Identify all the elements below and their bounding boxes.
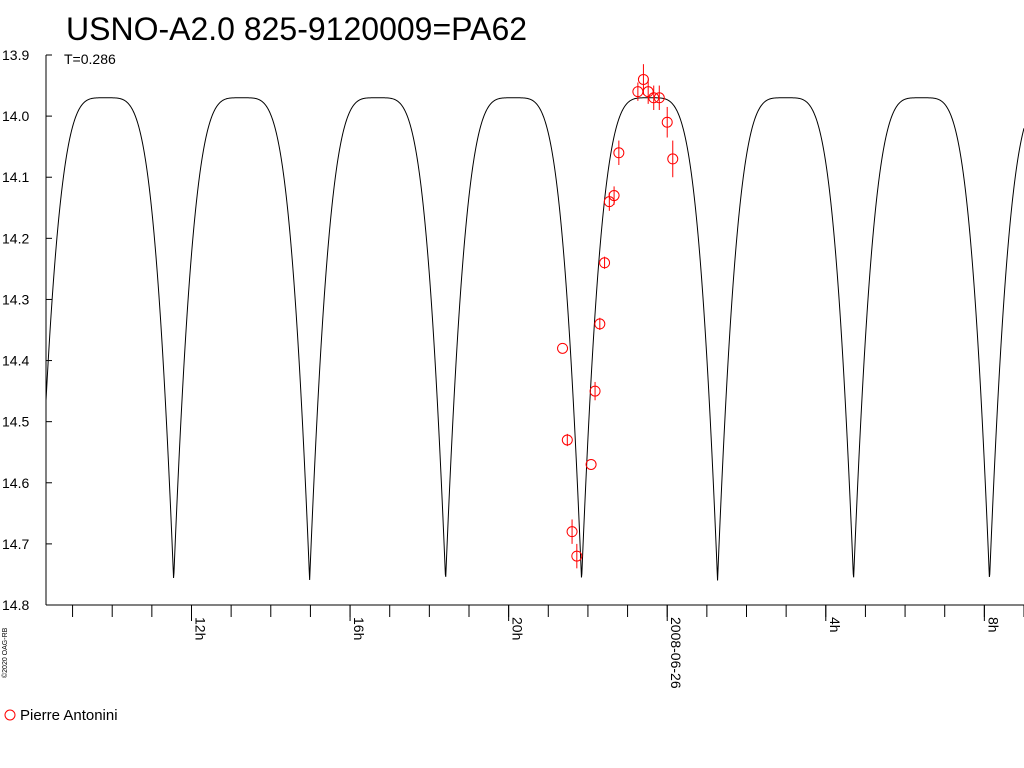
point-marker — [648, 92, 660, 104]
point-marker — [661, 116, 673, 128]
y-tick-label: 14.1 — [2, 169, 29, 185]
x-tick-label: 12h — [192, 617, 208, 640]
y-tick-label: 13.9 — [2, 47, 29, 63]
data-point — [661, 106, 673, 138]
y-tick-label: 14.7 — [2, 536, 29, 552]
copyright-credit: ©2020 OAG-RB — [1, 627, 9, 678]
point-marker — [585, 458, 597, 470]
x-tick-label: 20h — [510, 617, 526, 640]
y-tick-label: 14.2 — [2, 230, 29, 246]
observation-points — [557, 64, 679, 569]
point-marker — [589, 385, 601, 397]
y-axis-ticks: 13.9 14.0 14.1 14.2 14.3 14.4 14.5 14.6 14.7 14.8 — [2, 47, 52, 613]
point-marker — [667, 153, 679, 165]
chart-title: USNO-A2.0 825-9120009=PA62 — [66, 11, 527, 47]
data-point — [653, 85, 665, 110]
point-marker — [561, 434, 573, 446]
data-point — [608, 186, 620, 205]
point-marker — [594, 318, 606, 330]
data-point — [667, 140, 679, 178]
data-point — [585, 458, 597, 470]
point-marker — [599, 257, 611, 269]
axes — [45, 55, 1024, 606]
point-marker — [613, 147, 625, 159]
data-point — [571, 543, 583, 569]
data-point — [566, 519, 578, 544]
point-marker — [557, 342, 569, 354]
legend-label: Pierre Antonini — [20, 707, 118, 724]
data-point — [648, 85, 660, 110]
data-point — [642, 79, 654, 104]
x-tick-label: 2008-06-26 — [668, 617, 684, 689]
data-point — [594, 317, 606, 330]
y-tick-label: 14.4 — [2, 353, 29, 369]
x-tick-label: 8h — [985, 617, 1001, 633]
data-point — [561, 433, 573, 447]
y-tick-label: 14.5 — [2, 414, 29, 430]
y-tick-label: 14.8 — [2, 597, 29, 613]
chart-subtitle: T=0.286 — [64, 51, 116, 67]
data-point — [613, 140, 625, 165]
data-point — [557, 342, 569, 354]
y-tick-label: 14.6 — [2, 475, 29, 491]
data-point — [589, 381, 601, 401]
point-marker — [608, 190, 620, 202]
data-point — [599, 256, 611, 269]
x-tick-label: 4h — [827, 617, 843, 633]
x-axis-ticks: 12h 16h 20h 2008-06-26 4h 8h — [72, 605, 1024, 689]
point-marker — [566, 526, 578, 538]
point-marker — [642, 86, 654, 98]
legend-marker — [4, 709, 16, 721]
y-tick-label: 14.0 — [2, 108, 29, 124]
point-marker — [571, 550, 583, 562]
y-tick-label: 14.3 — [2, 291, 29, 307]
legend: Pierre Antonini — [4, 707, 118, 724]
point-marker — [653, 92, 665, 104]
model-light-curve — [45, 97, 1024, 581]
x-tick-label: 16h — [351, 617, 367, 640]
